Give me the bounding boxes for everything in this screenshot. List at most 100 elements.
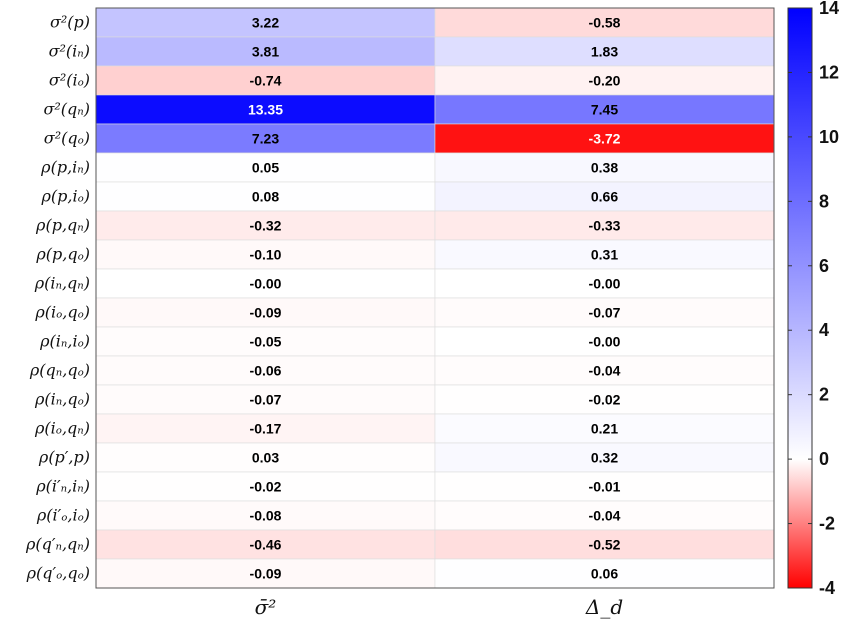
row-label: ρ(qₙ,qₒ) <box>29 361 90 380</box>
heatmap-cell <box>434 36 775 67</box>
heatmap-cell <box>95 36 436 67</box>
cell-value-label: 0.08 <box>252 189 279 205</box>
cell-value-label: 0.06 <box>591 566 618 582</box>
cell-value-label: -0.52 <box>589 537 621 553</box>
cell-value-label: 0.31 <box>591 247 618 263</box>
heatmap-cell <box>95 7 436 38</box>
colorbar-tick-label: 2 <box>819 385 829 405</box>
row-label: σ²(iₙ) <box>49 42 90 61</box>
row-label: ρ(iₒ,qₙ) <box>34 419 90 438</box>
cell-value-label: 13.35 <box>248 102 283 118</box>
heatmap-cell <box>95 65 436 96</box>
cell-value-label: -0.05 <box>250 334 282 350</box>
cell-value-label: 1.83 <box>591 44 618 60</box>
colorbar-tick-label: -2 <box>819 514 835 534</box>
heatmap-cell <box>434 65 775 96</box>
heatmap-cell <box>95 442 436 473</box>
cell-value-label: -0.00 <box>250 276 282 292</box>
heatmap-cell <box>95 268 436 299</box>
heatmap-cell <box>95 558 436 589</box>
colorbar-tick-label: 6 <box>819 256 829 276</box>
cell-value-label: -0.74 <box>250 73 282 89</box>
row-label: ρ(i′ₒ,iₒ) <box>36 506 90 525</box>
heatmap-cell <box>434 384 775 415</box>
cell-value-label: -0.08 <box>250 508 282 524</box>
row-label: ρ(p,qₙ) <box>35 216 90 235</box>
cell-value-label: -0.04 <box>589 508 621 524</box>
heatmap-cell <box>434 123 775 154</box>
heatmap-cell <box>434 181 775 212</box>
row-label: ρ(iₙ,qₙ) <box>34 274 90 293</box>
cell-value-label: 0.32 <box>591 450 618 466</box>
row-label: ρ(iₙ,iₒ) <box>39 332 90 351</box>
heatmap-cells: 3.22 -0.58 3.81 1.83 -0.74 -0.20 13.35 7.45 7.23… <box>95 7 775 589</box>
column-labels: σ̄² Δ_d <box>255 595 623 619</box>
heatmap-cell <box>95 210 436 241</box>
heatmap-cell <box>95 181 436 212</box>
heatmap-cell <box>95 500 436 531</box>
cell-value-label: 3.22 <box>252 15 279 31</box>
cell-value-label: -0.04 <box>589 363 621 379</box>
heatmap-cell <box>434 7 775 38</box>
cell-value-label: -0.02 <box>250 479 282 495</box>
colorbar-ticks: 14 12 10 8 6 4 2 0 -2 -4 <box>788 0 839 598</box>
cell-value-label: -0.09 <box>250 305 282 321</box>
cell-value-label: 7.23 <box>252 131 279 147</box>
heatmap-cell <box>434 239 775 270</box>
heatmap-cell <box>434 268 775 299</box>
heatmap-cell <box>434 152 775 183</box>
heatmap-cell <box>434 500 775 531</box>
cell-value-label: 0.21 <box>591 421 618 437</box>
colorbar-tick-label: 14 <box>819 0 839 18</box>
heatmap-cell <box>434 558 775 589</box>
heatmap-cell <box>434 210 775 241</box>
heatmap-cell <box>95 326 436 357</box>
row-label: ρ(p,iₙ) <box>40 158 90 177</box>
row-label: ρ(iₒ,qₒ) <box>34 303 90 322</box>
cell-value-label: -0.01 <box>589 479 621 495</box>
cell-value-label: 7.45 <box>591 102 618 118</box>
heatmap-cell <box>95 413 436 444</box>
row-label: ρ(iₙ,qₒ) <box>34 390 90 409</box>
colorbar <box>787 7 813 589</box>
heatmap-cell <box>95 239 436 270</box>
cell-value-label: -0.00 <box>589 334 621 350</box>
row-label: ρ(p,iₒ) <box>41 187 91 206</box>
row-label: σ²(p) <box>50 13 90 32</box>
row-label: ρ(q′ₙ,qₙ) <box>25 535 90 554</box>
cell-value-label: -0.17 <box>250 421 282 437</box>
colorbar-tick-label: 10 <box>819 127 839 147</box>
row-label: ρ(i′ₙ,iₙ) <box>35 477 90 496</box>
cell-value-label: -3.72 <box>589 131 621 147</box>
cell-value-label: -0.10 <box>250 247 282 263</box>
row-label: σ²(iₒ) <box>49 71 90 90</box>
row-labels: σ²(p) σ²(iₙ) σ²(iₒ) σ²(qₙ) σ²(qₒ) ρ(p,iₙ) ρ(p,… <box>25 13 90 583</box>
cell-value-label: 0.03 <box>252 450 279 466</box>
cell-value-label: -0.07 <box>250 392 282 408</box>
cell-value-label: -0.33 <box>589 218 621 234</box>
cell-value-label: -0.09 <box>250 566 282 582</box>
colorbar-tick-label: 8 <box>819 191 829 211</box>
colorbar-tick-label: 0 <box>819 449 829 469</box>
heatmap-cell <box>434 529 775 560</box>
heatmap-cell <box>95 529 436 560</box>
heatmap-cell <box>95 297 436 328</box>
row-label: σ²(qₙ) <box>43 100 90 119</box>
heatmap-cell <box>434 297 775 328</box>
cell-value-label: -0.02 <box>589 392 621 408</box>
cell-value-label: -0.20 <box>589 73 621 89</box>
heatmap-cell <box>95 384 436 415</box>
row-label: σ²(qₒ) <box>44 129 90 148</box>
plot-frame <box>95 7 775 589</box>
column-label: σ̄² <box>255 595 277 619</box>
cell-value-label: -0.00 <box>589 276 621 292</box>
cell-value-label: -0.06 <box>250 363 282 379</box>
cell-value-label: 0.66 <box>591 189 618 205</box>
row-label: ρ(q′ₒ,qₒ) <box>26 564 90 583</box>
cell-value-label: 0.38 <box>591 160 618 176</box>
heatmap-cell <box>434 94 775 125</box>
heatmap-cell <box>95 355 436 386</box>
cell-value-label: 3.81 <box>252 44 279 60</box>
cell-value-label: -0.07 <box>589 305 621 321</box>
